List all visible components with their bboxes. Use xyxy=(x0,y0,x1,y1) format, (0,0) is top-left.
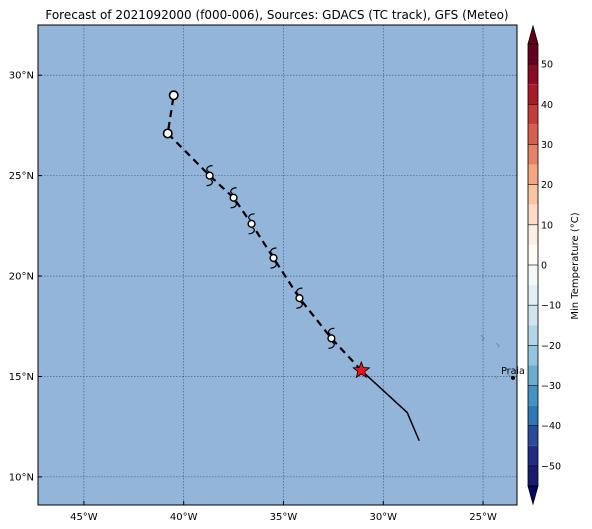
colorbar-tick-label: −50 xyxy=(541,461,561,472)
longitude-tick-label: 25°W xyxy=(469,512,497,523)
colorbar-band xyxy=(528,445,538,466)
colorbar-band xyxy=(528,144,538,165)
colorbar-band xyxy=(528,104,538,125)
colorbar-band xyxy=(528,345,538,366)
storm-track xyxy=(162,90,420,442)
hurricane-symbol-icon xyxy=(247,213,256,235)
latitude-tick-label: 10°N xyxy=(9,472,34,483)
colorbar-band xyxy=(528,64,538,85)
island-outline xyxy=(480,335,485,341)
colorbar-under-extension xyxy=(527,485,539,506)
colorbar-label: Min Temperature (°C) xyxy=(570,212,581,319)
colorbar-over-extension xyxy=(527,24,539,45)
colorbar-band xyxy=(528,204,538,225)
longitude-tick-label: 35°W xyxy=(270,512,298,523)
colorbar-band xyxy=(528,164,538,185)
colorbar-band xyxy=(528,44,538,65)
colorbar-tick-label: −10 xyxy=(541,301,561,312)
colorbar-band xyxy=(528,244,538,265)
colorbar-tick-label: 20 xyxy=(541,180,553,191)
longitude-tick-label: 30°W xyxy=(369,512,397,523)
colorbar-tick-label: −30 xyxy=(541,381,561,392)
figure-title: Forecast of 2021092000 (f000-006), Sourc… xyxy=(45,8,508,22)
colorbar-tick-label: −20 xyxy=(541,341,561,352)
city-marker xyxy=(511,375,516,380)
colorbar-tick-label: 30 xyxy=(541,140,553,151)
colorbar-band xyxy=(528,365,538,386)
longitude-tick-labels: 45°W 40°W 35°W 30°W 25°W xyxy=(70,501,497,523)
colorbar-band xyxy=(528,305,538,326)
longitude-tick-label: 40°W xyxy=(170,512,198,523)
graticule xyxy=(38,25,517,505)
colorbar-band xyxy=(528,325,538,346)
latitude-tick-label: 30°N xyxy=(9,71,34,82)
place-labels: Praia xyxy=(501,366,525,380)
latitude-tick-labels: 30°N 25°N 20°N 15°N 10°N xyxy=(9,71,42,483)
colorbar-band xyxy=(528,465,538,486)
city-label: Praia xyxy=(501,366,525,377)
colorbar-band xyxy=(528,285,538,306)
colorbar-band xyxy=(528,84,538,105)
colorbar-band xyxy=(528,405,538,426)
colorbar-band xyxy=(528,265,538,286)
colorbar-tick-label: 50 xyxy=(541,60,553,71)
longitude-tick-label: 45°W xyxy=(70,512,98,523)
colorbar-band xyxy=(528,184,538,205)
colorbar-band xyxy=(528,124,538,145)
past-track-line xyxy=(360,369,420,442)
colorbar-tick-label: −40 xyxy=(541,421,561,432)
island-outline xyxy=(494,376,498,379)
map-panel: Praia 45°W 40°W 35°W 30°W 25°W 30°N 25°N 20°N 1… xyxy=(9,24,525,523)
latitude-tick-label: 15°N xyxy=(9,372,34,383)
hurricane-symbol-icon xyxy=(327,327,336,349)
colorbar-tick-label: 10 xyxy=(541,220,553,231)
colorbar-tick-label: 40 xyxy=(541,100,553,111)
current-position-star-icon xyxy=(352,360,371,379)
hurricane-symbol-icon xyxy=(229,187,238,209)
latitude-tick-label: 20°N xyxy=(9,272,34,283)
colorbar-band xyxy=(528,224,538,245)
low-pressure-symbol-icon xyxy=(162,128,173,139)
latitude-tick-label: 25°N xyxy=(9,171,34,182)
map-frame xyxy=(37,24,518,506)
colorbar-band xyxy=(528,385,538,406)
colorbar-band xyxy=(528,425,538,446)
island-outline xyxy=(495,342,500,348)
colorbar-tick-label: 0 xyxy=(541,261,547,272)
temperature-colorbar: 50 40 30 20 10 0 −10 −20 −30 −40 −50 xyxy=(527,24,561,506)
hurricane-symbol-icon xyxy=(269,247,278,269)
low-pressure-symbol-icon xyxy=(168,90,179,101)
hurricane-symbol-icon xyxy=(205,165,214,187)
hurricane-symbol-icon xyxy=(295,287,304,309)
